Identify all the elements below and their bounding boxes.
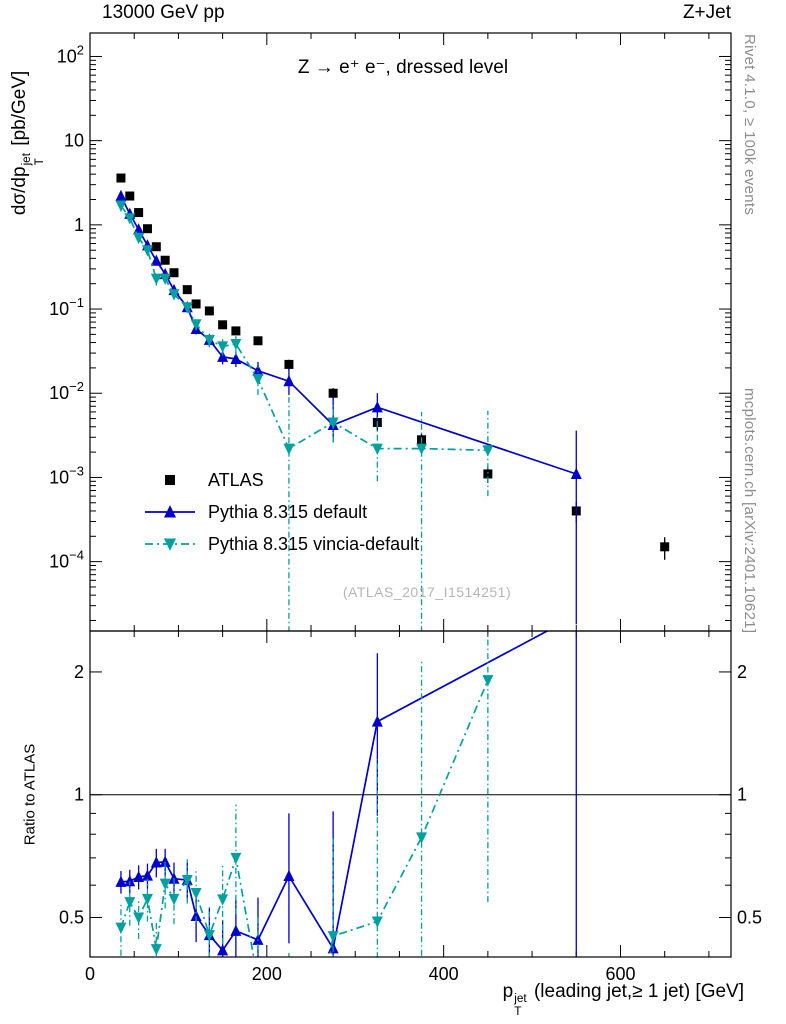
- y-label-subsup: jet T: [20, 152, 47, 166]
- y-label-suffix: [pb/GeV]: [9, 70, 31, 151]
- pythia-default-triangle-marker-icon: [142, 502, 198, 522]
- x-label-subsup: jet T: [514, 992, 527, 1019]
- legend-label-atlas: ATLAS: [208, 469, 264, 490]
- analysis-id-watermark: (ATLAS_2017_I1514251): [342, 584, 512, 600]
- axis-ticks: [89, 33, 731, 958]
- process-label: Z+Jet: [682, 2, 731, 23]
- svg-text:1: 1: [74, 215, 84, 235]
- series-ratio-1: [115, 631, 577, 957]
- tick-labels: 0 200 400 600 102 10 1 10−1 10−2 10−3 10−4 0.5 0.5 1 1…: [49, 42, 762, 984]
- legend-item-pythia-default: Pythia 8.315 default: [142, 496, 419, 528]
- svg-text:102: 102: [57, 42, 84, 66]
- ratio-panel-frame: [89, 630, 732, 958]
- y-label-prefix: dσ/dp: [9, 166, 31, 216]
- legend: ATLAS Pythia 8.315 default Pythia 8.315 …: [142, 464, 419, 560]
- beam-energy-label: 13000 GeV pp: [102, 2, 225, 23]
- svg-text:200: 200: [252, 964, 282, 984]
- mcplots-reference-label: mcplots.cern.ch [arXiv:2401.10621]: [741, 388, 758, 634]
- svg-text:10: 10: [64, 131, 84, 151]
- series-ratio-2: [115, 631, 494, 957]
- legend-item-pythia-vincia: Pythia 8.315 vincia-default: [142, 528, 419, 560]
- svg-text:0.5: 0.5: [737, 907, 762, 927]
- y-axis-label-ratio: Ratio to ATLAS: [21, 743, 39, 846]
- y-axis-label-main: dσ/dp jet T [pb/GeV]: [9, 0, 47, 293]
- x-label-suffix: (leading jet,≥ 1 jet) [GeV]: [528, 981, 744, 1002]
- svg-text:10−4: 10−4: [49, 548, 84, 572]
- svg-text:600: 600: [605, 964, 635, 984]
- svg-text:1: 1: [74, 785, 84, 805]
- legend-label-pythia-default: Pythia 8.315 default: [208, 501, 368, 522]
- svg-text:10−3: 10−3: [49, 463, 84, 487]
- svg-text:0.5: 0.5: [59, 907, 84, 927]
- svg-text:10−2: 10−2: [49, 379, 84, 403]
- x-axis-label: p jet T (leading jet,≥ 1 jet) [GeV]: [503, 982, 744, 1018]
- svg-text:0: 0: [85, 964, 95, 984]
- svg-text:1: 1: [737, 785, 747, 805]
- svg-text:400: 400: [429, 964, 459, 984]
- x-label-prefix: p: [502, 981, 514, 1002]
- svg-text:2: 2: [74, 662, 84, 682]
- plot-title: Z → e⁺ e⁻, dressed level: [297, 57, 509, 78]
- legend-label-pythia-vincia: Pythia 8.315 vincia-default: [208, 533, 420, 554]
- atlas-square-marker-icon: [142, 470, 198, 490]
- series-main-2: [115, 200, 494, 631]
- pythia-vincia-triangle-marker-icon: [142, 534, 198, 554]
- svg-text:10−1: 10−1: [49, 295, 84, 319]
- legend-item-atlas: ATLAS: [142, 464, 419, 496]
- svg-text:2: 2: [737, 662, 747, 682]
- rivet-version-label: Rivet 4.1.0, ≥ 100k events: [741, 34, 758, 216]
